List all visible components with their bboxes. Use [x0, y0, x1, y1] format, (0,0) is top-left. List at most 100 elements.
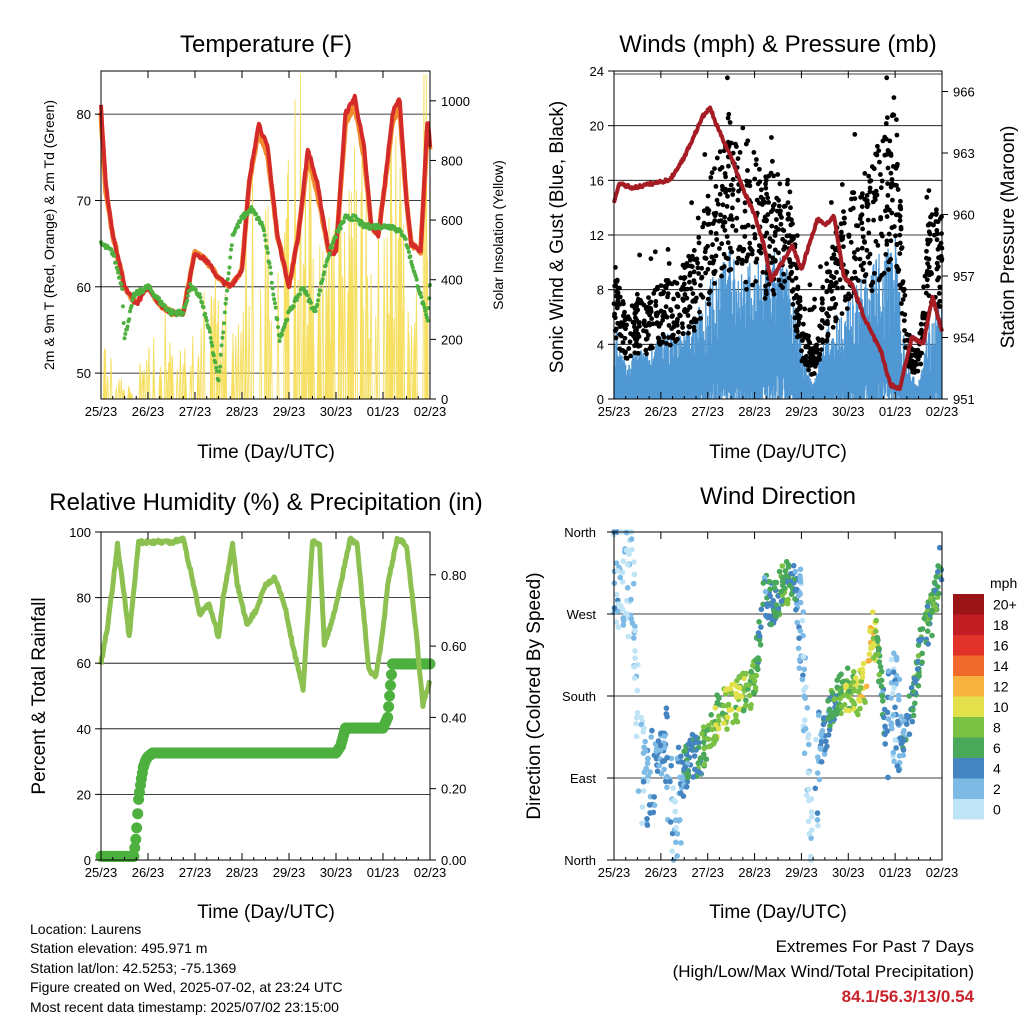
gust-point: [770, 288, 776, 293]
precip-point: [130, 833, 142, 845]
humidity-xtick-label: 27/23: [179, 865, 212, 880]
humidity-xtick-label: 25/23: [85, 865, 118, 880]
direction-point: [750, 662, 756, 669]
gust-point: [831, 275, 837, 280]
direction-point: [909, 718, 916, 725]
gust-point: [736, 255, 741, 261]
direction-point: [758, 606, 765, 613]
gust-point: [725, 115, 731, 121]
humidity-title: Relative Humidity (%) & Precipitation (i…: [49, 489, 482, 516]
gust-point: [762, 296, 768, 301]
direction-point: [856, 698, 863, 704]
gust-point: [927, 239, 932, 244]
gust-point: [701, 220, 707, 226]
direction-point: [733, 717, 739, 723]
gust-point: [705, 243, 710, 249]
gust-point: [699, 275, 704, 281]
direction-point: [710, 741, 717, 747]
gust-point: [713, 231, 719, 236]
gust-point: [620, 340, 626, 345]
gust-point: [893, 212, 899, 218]
gust-point: [810, 346, 816, 351]
direction-point: [617, 574, 623, 581]
gust-point: [812, 296, 817, 302]
gust-point: [646, 295, 651, 300]
gust-point: [679, 321, 685, 326]
gust-point: [885, 148, 891, 153]
direction-point: [821, 715, 827, 721]
temperature-ytick-right-label: 400: [441, 273, 463, 288]
station-location: Location: Laurens: [30, 921, 142, 937]
colorbar-title: mph: [990, 575, 1017, 591]
gust-point: [710, 242, 715, 248]
dewpoint-point: [116, 270, 121, 275]
colorbar-swatch: [953, 737, 984, 758]
gust-point: [865, 217, 871, 223]
gust-point: [695, 265, 701, 271]
gust-point: [807, 340, 813, 346]
direction-point: [885, 716, 892, 722]
gust-point: [937, 284, 943, 290]
wind-direction-xtick-label: 26/23: [645, 865, 678, 880]
humidity-ytick-right-label: 0.40: [441, 710, 466, 725]
direction-point: [792, 596, 798, 602]
gust-point: [885, 165, 891, 171]
direction-point: [839, 679, 846, 685]
humidity-ytick-right-label: 0.60: [441, 639, 466, 654]
gust-point: [832, 305, 837, 310]
precip-point: [385, 679, 396, 691]
direction-point: [870, 641, 877, 647]
gust-point: [790, 302, 796, 307]
direction-point: [668, 762, 674, 769]
gust-point: [730, 192, 736, 197]
dewpoint-point: [204, 315, 208, 320]
direction-point: [855, 689, 862, 695]
gust-point: [663, 284, 669, 290]
direction-point: [826, 715, 832, 722]
gust-point: [839, 311, 845, 316]
gust-point: [853, 275, 859, 281]
temperature-ytick-label: 50: [77, 366, 91, 381]
gust-point: [714, 237, 720, 242]
gust-point: [814, 360, 819, 366]
gust-point: [734, 260, 740, 265]
colorbar-swatch: [953, 676, 984, 697]
gust-point: [754, 197, 760, 203]
direction-point: [925, 620, 932, 627]
direction-point: [743, 702, 749, 709]
direction-point: [895, 720, 901, 727]
gust-point: [739, 257, 745, 263]
direction-point: [754, 657, 761, 663]
dewpoint-point: [409, 259, 414, 264]
dewpoint-point: [201, 305, 206, 310]
direction-point: [613, 560, 620, 566]
direction-point: [746, 692, 753, 699]
gust-point: [735, 156, 741, 162]
direction-point: [822, 747, 828, 753]
direction-point: [889, 725, 895, 732]
gust-point: [745, 138, 751, 144]
gust-point: [758, 187, 764, 193]
direction-point: [888, 720, 895, 726]
gust-point: [752, 176, 758, 182]
direction-point: [700, 724, 707, 730]
gust-point: [703, 256, 709, 261]
gust-point: [674, 322, 680, 328]
winds-xtick-label: 28/23: [738, 404, 771, 419]
gust-point: [701, 208, 707, 214]
gust-point: [866, 173, 872, 179]
dewpoint-point: [225, 288, 230, 293]
dewpoint-point: [425, 318, 430, 323]
direction-point: [712, 722, 719, 728]
gust-point: [680, 325, 685, 330]
direction-point: [826, 707, 833, 713]
direction-point: [800, 672, 806, 679]
direction-point: [762, 589, 769, 595]
gust-point: [664, 314, 670, 320]
dewpoint-point: [273, 305, 278, 310]
dewpoint-point: [229, 243, 234, 248]
direction-point: [631, 675, 638, 681]
direction-point: [844, 665, 851, 671]
gust-point: [864, 193, 870, 198]
gust-point: [671, 332, 676, 338]
